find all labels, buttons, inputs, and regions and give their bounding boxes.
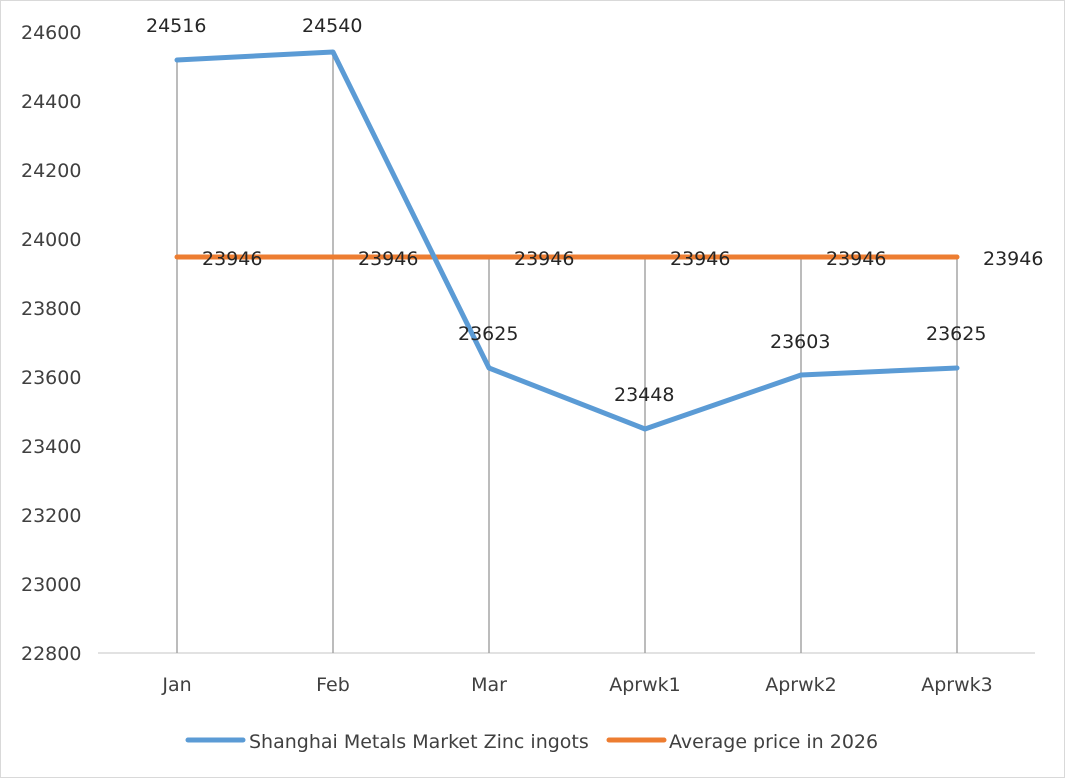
x-tick-label: Feb [316, 674, 350, 696]
data-label: 23946 [514, 248, 574, 270]
y-tick-label: 23800 [21, 298, 81, 320]
x-tick-label: Aprwk1 [609, 674, 681, 696]
y-tick-label: 23600 [21, 367, 81, 389]
data-label: 23946 [826, 248, 886, 270]
data-label: 23625 [458, 323, 518, 345]
data-label: 23946 [670, 248, 730, 270]
legend-label-average: Average price in 2026 [669, 731, 878, 753]
data-label: 24516 [146, 15, 206, 37]
y-tick-label: 24600 [21, 22, 81, 44]
x-tick-label: Aprwk3 [921, 674, 993, 696]
y-axis: 24600 24400 24200 24000 23800 23600 2340… [21, 22, 81, 665]
drop-lines [176, 52, 958, 653]
data-label: 23625 [926, 323, 986, 345]
x-tick-label: Aprwk2 [765, 674, 837, 696]
y-tick-label: 24400 [21, 91, 81, 113]
y-tick-label: 24000 [21, 229, 81, 251]
data-label: 23946 [202, 248, 262, 270]
y-tick-label: 23400 [21, 436, 81, 458]
y-tick-label: 23200 [21, 505, 81, 527]
data-label: 23603 [770, 331, 830, 353]
y-tick-label: 24200 [21, 160, 81, 182]
x-tick-label: Jan [161, 674, 191, 696]
y-tick-label: 23000 [21, 574, 81, 596]
x-tick-label: Mar [471, 674, 507, 696]
series-zinc-line [174, 49, 960, 432]
data-label: 23946 [983, 248, 1043, 270]
y-tick-label: 22800 [21, 643, 81, 665]
zinc-data-labels: 24516 24540 23625 23448 23603 23625 [146, 15, 986, 406]
data-label: 23448 [614, 384, 674, 406]
average-data-labels: 23946 23946 23946 23946 23946 23946 [202, 248, 1043, 270]
data-label: 24540 [302, 15, 362, 37]
data-label: 23946 [358, 248, 418, 270]
legend: Shanghai Metals Market Zinc ingots Avera… [185, 731, 878, 753]
x-axis: Jan Feb Mar Aprwk1 Aprwk2 Aprwk3 [161, 674, 992, 696]
legend-label-zinc: Shanghai Metals Market Zinc ingots [249, 731, 589, 753]
